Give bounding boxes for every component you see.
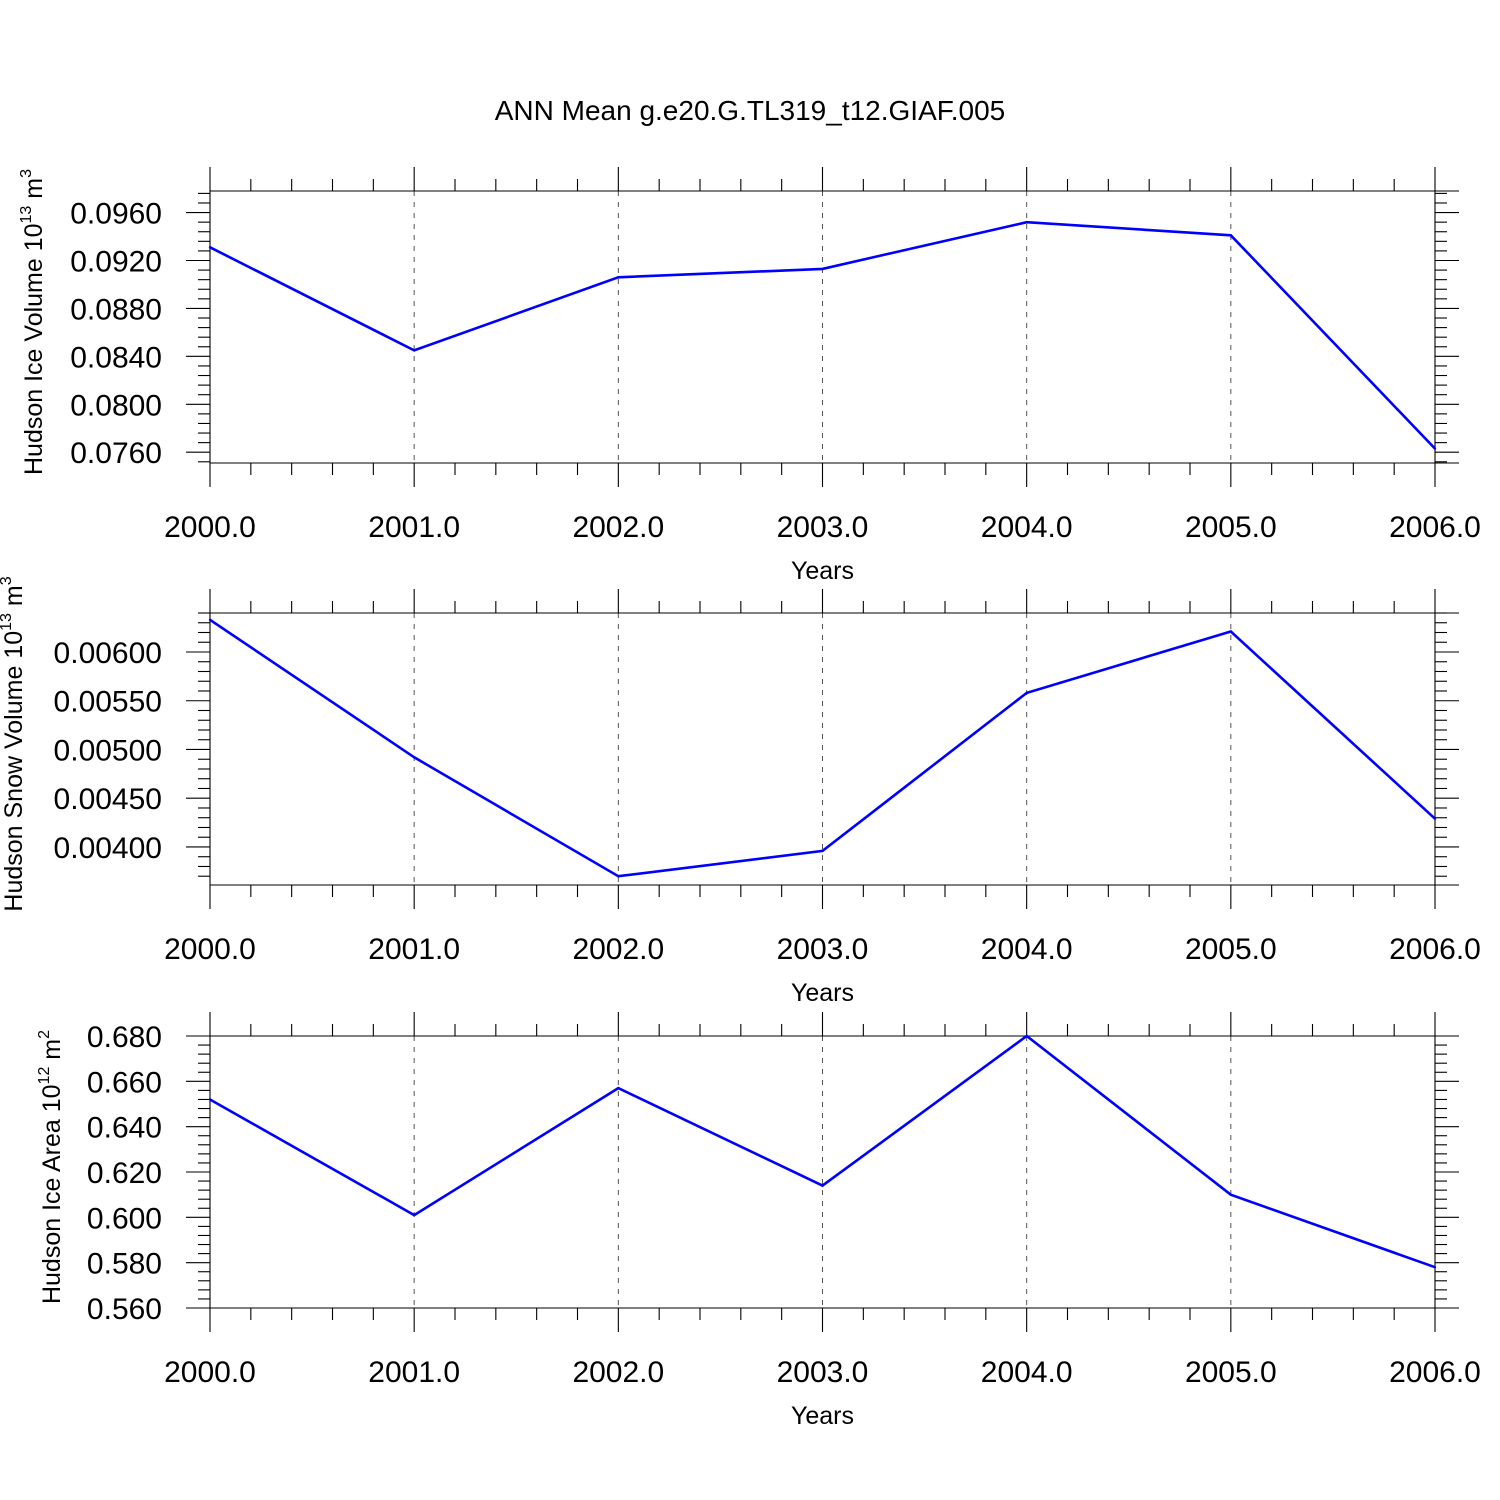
x-tick-label: 2006.0 bbox=[1389, 511, 1481, 544]
data-point bbox=[208, 618, 212, 622]
y-axis-title-unit-exponent: 2 bbox=[36, 1030, 53, 1039]
y-axis-title: Hudson Ice Area 1012 m2 bbox=[36, 1030, 66, 1304]
y-axis-title-exponent: 13 bbox=[0, 613, 15, 631]
y-tick-label: 0.00500 bbox=[54, 734, 162, 767]
data-point bbox=[1433, 1266, 1437, 1269]
y-axis-title-unit: m bbox=[0, 585, 28, 613]
data-point bbox=[1433, 817, 1437, 820]
data-point bbox=[617, 276, 620, 279]
y-axis-title-exponent: 12 bbox=[36, 1067, 53, 1085]
y-tick-label: 0.00400 bbox=[54, 832, 162, 865]
x-axis-title: Years bbox=[791, 557, 854, 585]
y-tick-label: 0.620 bbox=[87, 1157, 162, 1190]
data-point bbox=[617, 875, 620, 878]
y-axis-title-unit: m bbox=[38, 1039, 66, 1067]
data-point bbox=[1229, 1193, 1233, 1196]
y-tick-label: 0.0920 bbox=[70, 245, 162, 278]
figure-title: ANN Mean g.e20.G.TL319_t12.GIAF.005 bbox=[495, 95, 1006, 126]
data-point bbox=[821, 267, 824, 271]
y-axis-title-unit: m bbox=[20, 178, 48, 206]
y-tick-label: 0.0800 bbox=[70, 389, 162, 422]
y-tick-label: 0.560 bbox=[87, 1293, 162, 1326]
x-tick-label: 2000.0 bbox=[164, 933, 256, 966]
x-tick-label: 2002.0 bbox=[572, 933, 664, 966]
y-tick-label: 0.00600 bbox=[54, 637, 162, 670]
data-point bbox=[1229, 234, 1233, 237]
data-point bbox=[208, 246, 212, 249]
panel-2: 0.00400 0.00450 0.00500 0.00550 0.00600 2000.… bbox=[0, 576, 1481, 1007]
panel-1: 0.0760 0.0800 0.0840 0.0880 0.0920 0.0960 2000… bbox=[18, 167, 1481, 585]
data-point bbox=[208, 1098, 212, 1101]
y-tick-label: 0.00550 bbox=[54, 686, 162, 719]
y-tick-label: 0.0880 bbox=[70, 293, 162, 326]
data-point bbox=[821, 1184, 824, 1187]
x-tick-label: 2000.0 bbox=[164, 511, 256, 544]
x-tick-label: 2003.0 bbox=[777, 511, 869, 544]
y-axis-title-main: Hudson Ice Volume 10 bbox=[20, 223, 48, 475]
y-tick-label: 0.660 bbox=[87, 1066, 162, 1099]
x-tick-label: 2006.0 bbox=[1389, 933, 1481, 966]
x-tick-label: 2005.0 bbox=[1185, 511, 1277, 544]
y-tick-label: 0.640 bbox=[87, 1112, 162, 1145]
x-tick-label: 2003.0 bbox=[777, 933, 869, 966]
x-tick-label: 2001.0 bbox=[368, 933, 460, 966]
x-tick-label: 2002.0 bbox=[572, 1356, 664, 1389]
y-axis-title-main: Hudson Snow Volume 10 bbox=[0, 631, 28, 912]
data-point bbox=[617, 1086, 620, 1090]
x-tick-label: 2001.0 bbox=[368, 511, 460, 544]
y-tick-label: 0.600 bbox=[87, 1202, 162, 1235]
x-tick-label: 2006.0 bbox=[1389, 1356, 1481, 1389]
y-axis-title-unit-exponent: 3 bbox=[18, 169, 35, 178]
x-tick-label: 2004.0 bbox=[981, 511, 1073, 544]
x-tick-label: 2005.0 bbox=[1185, 933, 1277, 966]
panels: 0.0760 0.0800 0.0840 0.0880 0.0920 0.0960 2000… bbox=[0, 167, 1481, 1430]
y-tick-label: 0.0960 bbox=[70, 198, 162, 231]
data-point bbox=[412, 349, 416, 352]
x-tick-label: 2004.0 bbox=[981, 933, 1073, 966]
y-axis-title-exponent: 13 bbox=[18, 206, 35, 224]
x-tick-label: 2002.0 bbox=[572, 511, 664, 544]
y-tick-label: 0.00450 bbox=[54, 783, 162, 816]
x-axis-title: Years bbox=[791, 1402, 854, 1430]
y-tick-label: 0.0760 bbox=[70, 437, 162, 470]
data-point bbox=[821, 849, 824, 853]
data-point bbox=[1025, 691, 1028, 695]
y-tick-label: 0.680 bbox=[87, 1021, 162, 1054]
y-tick-label: 0.0840 bbox=[70, 341, 162, 374]
y-axis-title: Hudson Snow Volume 1013 m3 bbox=[0, 576, 28, 911]
data-point bbox=[1229, 630, 1233, 633]
x-axis-title: Years bbox=[791, 979, 854, 1007]
data-point bbox=[1025, 220, 1028, 224]
y-axis-title-unit-exponent: 3 bbox=[0, 576, 15, 585]
data-point bbox=[412, 1213, 416, 1217]
y-axis-title: Hudson Ice Volume 1013 m3 bbox=[18, 169, 48, 475]
y-tick-label: 0.580 bbox=[87, 1248, 162, 1281]
x-tick-label: 2003.0 bbox=[777, 1356, 869, 1389]
y-axis-title-main: Hudson Ice Area 10 bbox=[38, 1084, 66, 1304]
x-tick-label: 2004.0 bbox=[981, 1356, 1073, 1389]
data-point bbox=[1025, 1034, 1028, 1038]
x-tick-label: 2001.0 bbox=[368, 1356, 460, 1389]
data-point bbox=[412, 756, 416, 759]
data-point bbox=[1433, 447, 1437, 450]
x-tick-label: 2000.0 bbox=[164, 1356, 256, 1389]
x-tick-label: 2005.0 bbox=[1185, 1356, 1277, 1389]
panel-3: 0.560 0.580 0.600 0.620 0.640 0.660 0.680 2000.… bbox=[36, 1012, 1481, 1430]
